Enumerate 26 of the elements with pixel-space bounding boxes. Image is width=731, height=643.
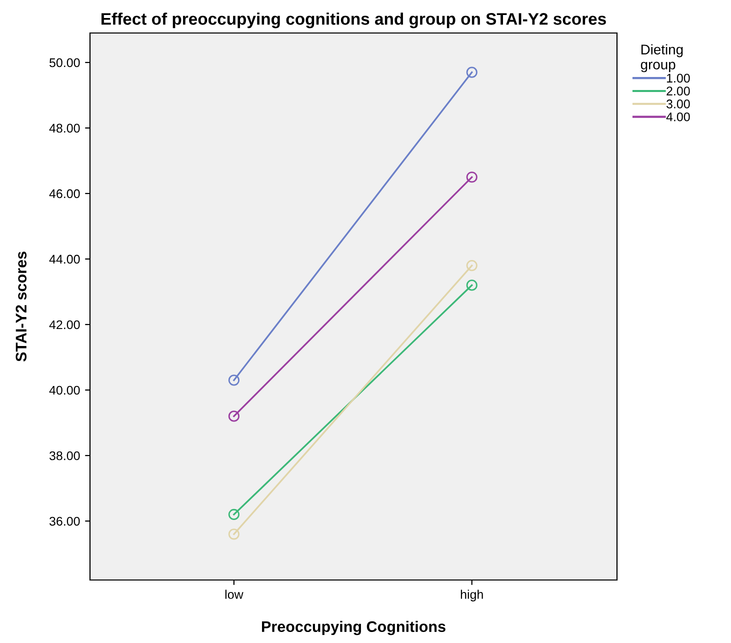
legend-title: Dieting group	[640, 44, 683, 72]
x-axis-title: Preoccupying Cognitions	[262, 620, 446, 636]
point	[466, 260, 478, 272]
chart-title: Effect of preoccupying cognitions and group on STAI-Y2 scores	[102, 12, 606, 28]
legend-label: 2.00	[666, 86, 690, 96]
point	[228, 374, 240, 386]
y-tick-label: 38.00	[49, 451, 80, 460]
legend-label: 4.00	[666, 112, 690, 122]
point	[228, 410, 240, 422]
y-tick-label: 46.00	[49, 189, 80, 198]
y-tick-label: 50.00	[50, 58, 80, 68]
y-tick-label: 40.00	[49, 386, 80, 395]
point	[228, 508, 240, 520]
legend-label: 3.00	[666, 100, 690, 108]
x-tick-label: low	[225, 590, 244, 599]
y-tick-label: 36.00	[49, 516, 80, 526]
point	[228, 528, 240, 540]
point	[466, 66, 478, 78]
point	[466, 280, 478, 291]
legend-label: 1.00	[666, 74, 690, 83]
y-tick-label: 48.00	[49, 124, 80, 133]
point	[466, 172, 478, 183]
y-tick-label: 42.00	[49, 320, 80, 330]
y-axis-title: STAI-Y2 scores	[16, 252, 27, 362]
x-tick-label: high	[460, 590, 483, 602]
y-tick-label: 44.00	[49, 254, 80, 264]
